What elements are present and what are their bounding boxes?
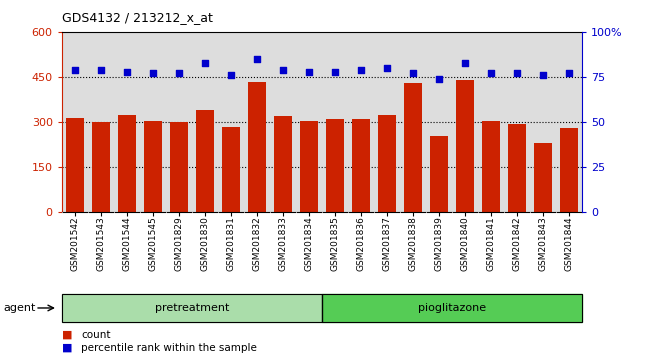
Text: GSM201842: GSM201842 (512, 216, 521, 271)
Text: GSM201543: GSM201543 (96, 216, 105, 271)
Bar (326, 119, 344, 212)
Bar (430, 136, 448, 212)
Text: pioglitazone: pioglitazone (418, 303, 486, 313)
Bar (508, 124, 526, 212)
Bar (404, 83, 422, 212)
Point (304, 69, 314, 74)
Bar (534, 143, 552, 212)
Bar (456, 80, 474, 212)
Text: GSM201834: GSM201834 (304, 216, 313, 271)
Bar (378, 115, 396, 212)
Bar (170, 122, 188, 212)
Bar (352, 119, 370, 212)
Point (486, 70, 496, 76)
Text: percentile rank within the sample: percentile rank within the sample (81, 343, 257, 353)
Bar (92, 122, 110, 212)
Text: GSM201829: GSM201829 (174, 216, 183, 271)
Bar (62, 294, 322, 322)
Text: GSM201830: GSM201830 (200, 216, 209, 272)
Point (330, 69, 340, 74)
Text: GSM201542: GSM201542 (70, 216, 79, 271)
Bar (118, 115, 136, 212)
Bar (274, 116, 292, 212)
Point (148, 70, 158, 76)
Text: GSM201832: GSM201832 (252, 216, 261, 271)
Bar (196, 110, 214, 212)
Text: GSM201544: GSM201544 (122, 216, 131, 271)
Point (356, 67, 366, 73)
Point (408, 70, 418, 76)
Text: GSM201840: GSM201840 (460, 216, 469, 271)
Text: agent: agent (3, 303, 36, 313)
Text: GSM201843: GSM201843 (538, 216, 547, 271)
Text: GSM201839: GSM201839 (434, 216, 443, 272)
Point (122, 69, 132, 74)
Point (174, 70, 184, 76)
Point (200, 60, 210, 65)
Text: GSM201841: GSM201841 (486, 216, 495, 271)
Text: GSM201838: GSM201838 (408, 216, 417, 272)
Text: GSM201833: GSM201833 (278, 216, 287, 272)
Point (460, 60, 470, 65)
Bar (560, 128, 578, 212)
Text: GSM201835: GSM201835 (330, 216, 339, 272)
Text: GSM201837: GSM201837 (382, 216, 391, 272)
Point (512, 70, 522, 76)
Text: ■: ■ (62, 343, 72, 353)
Point (564, 70, 574, 76)
Bar (322, 294, 582, 322)
Point (252, 56, 262, 62)
Bar (66, 118, 84, 212)
Point (226, 72, 236, 78)
Text: GSM201545: GSM201545 (148, 216, 157, 271)
Text: GSM201831: GSM201831 (226, 216, 235, 272)
Bar (482, 121, 500, 212)
Text: ■: ■ (62, 330, 72, 339)
Text: GDS4132 / 213212_x_at: GDS4132 / 213212_x_at (62, 11, 213, 24)
Point (70, 67, 80, 73)
Bar (248, 81, 266, 212)
Bar (222, 127, 240, 212)
Text: GSM201844: GSM201844 (564, 216, 573, 271)
Point (538, 72, 548, 78)
Text: count: count (81, 330, 110, 339)
Point (96, 67, 106, 73)
Point (278, 67, 288, 73)
Bar (144, 121, 162, 212)
Point (434, 76, 444, 82)
Text: GSM201836: GSM201836 (356, 216, 365, 272)
Point (382, 65, 392, 71)
Text: pretreatment: pretreatment (155, 303, 229, 313)
Bar (300, 121, 318, 212)
